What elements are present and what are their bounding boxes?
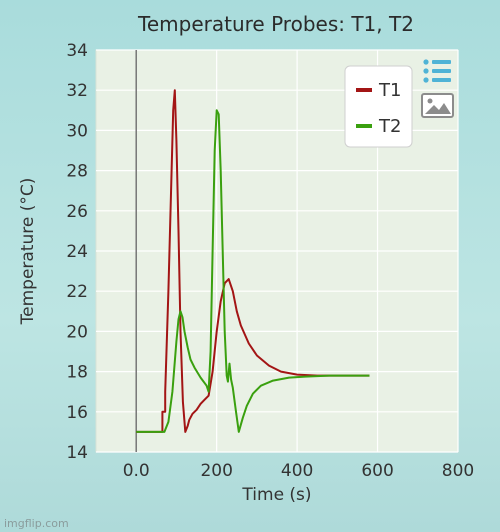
legend-label-t2[interactable]: T2 (378, 116, 401, 137)
y-tick-label: 16 (66, 403, 88, 423)
chart-title: Temperature Probes: T1, T2 (137, 12, 414, 36)
y-tick-label: 28 (66, 162, 88, 182)
y-axis-label: Temperature (°C) (18, 178, 38, 326)
y-tick-label: 18 (66, 363, 88, 383)
x-tick-labels: 0.0 200 400 600 800 (123, 461, 475, 481)
y-tick-label: 34 (66, 41, 88, 61)
y-tick-label: 24 (66, 242, 88, 262)
y-tick-label: 20 (66, 322, 88, 342)
x-tick-label: 800 (442, 461, 474, 481)
list-icon[interactable] (423, 59, 451, 83)
x-axis-label: Time (s) (241, 485, 311, 505)
image-icon[interactable] (421, 93, 454, 118)
y-tick-label: 32 (66, 81, 88, 101)
series-line-t1 (136, 89, 370, 433)
x-tick-label: 600 (361, 461, 393, 481)
y-tick-label: 30 (66, 121, 88, 141)
x-tick-label: 200 (200, 461, 232, 481)
y-tick-labels: 14 16 18 20 22 24 26 28 30 32 34 (66, 41, 88, 463)
legend[interactable]: T1 T2 (344, 65, 413, 148)
x-tick-label: 0.0 (123, 461, 150, 481)
x-tick-label: 400 (281, 461, 313, 481)
series-line-t2 (136, 109, 370, 433)
y-tick-label: 14 (66, 443, 88, 463)
y-tick-label: 26 (66, 202, 88, 222)
series-group (136, 89, 370, 433)
watermark: imgflip.com (4, 517, 69, 530)
legend-label-t1[interactable]: T1 (378, 80, 401, 101)
y-tick-label: 22 (66, 282, 88, 302)
